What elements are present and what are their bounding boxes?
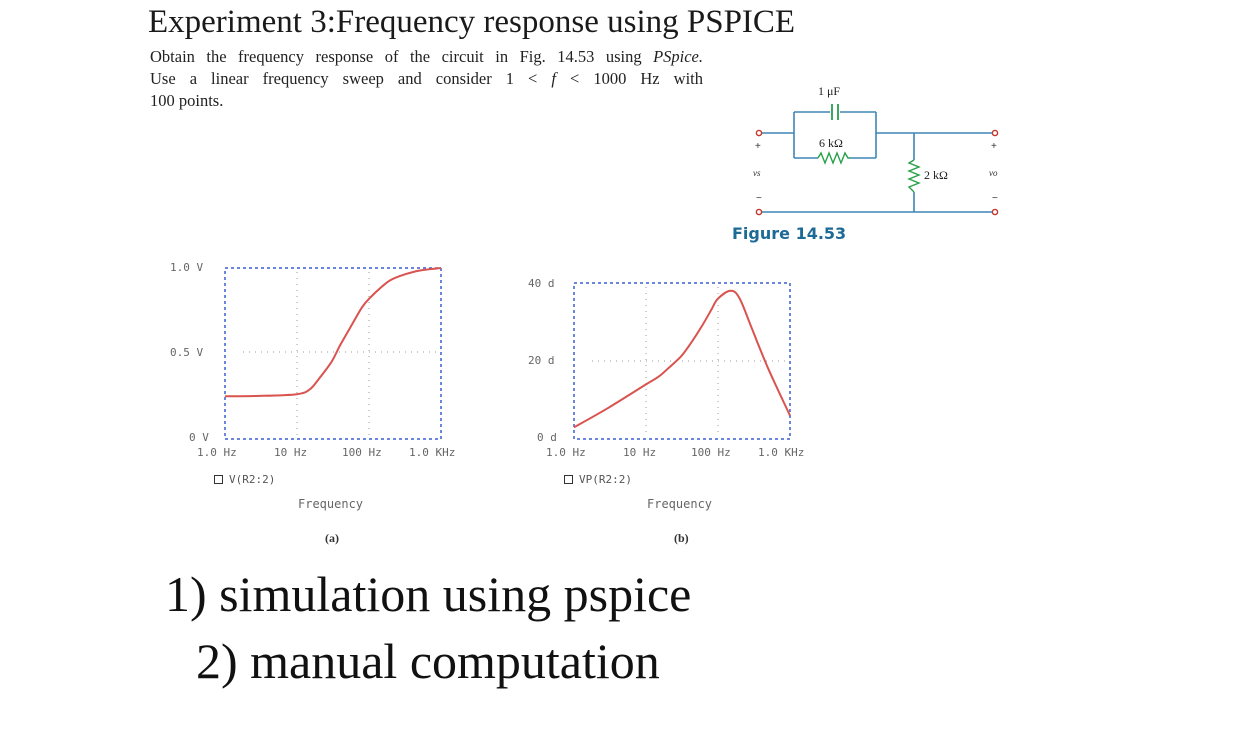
figure-caption: Figure 14.53 <box>732 224 847 243</box>
plot-b-sublabel: (b) <box>674 531 689 545</box>
page-title: Experiment 3:Frequency response using PS… <box>148 4 796 40</box>
resistor-2k <box>907 159 921 193</box>
plot-b-xtick-3: 100 Hz <box>691 446 731 459</box>
problem-statement: Obtain the frequency response of the cir… <box>150 46 710 112</box>
series-line-b-0 <box>573 289 791 429</box>
plot-b-xtick-2: 10 Hz <box>623 446 657 459</box>
input-voltage-label: vs <box>753 168 761 178</box>
plot-b-legend: VP(R2:2) <box>564 473 632 486</box>
task-2: 2) manual computation <box>196 633 660 689</box>
task-1: 1) simulation using pspice <box>165 566 692 622</box>
plot-b-xtick-1: 1.0 Hz <box>546 446 586 459</box>
plot-a-xlabel: Frequency <box>298 497 364 511</box>
shunt-resistor-label: 2 kΩ <box>924 168 948 182</box>
plot-a-xtick-2: 10 Hz <box>274 446 308 459</box>
plot-b-xlabel: Frequency <box>647 497 713 511</box>
input-plus-sign: + <box>755 141 761 152</box>
plot-a-ytick-3: 0 V <box>189 431 209 444</box>
plot-b-xtick-4: 1.0 KHz <box>758 446 805 459</box>
plot-a-xtick-4: 1.0 KHz <box>409 446 456 459</box>
resistor-6k <box>817 151 850 165</box>
capacitor-label: 1 μF <box>818 84 841 98</box>
series-line-a-0 <box>224 267 442 398</box>
plot-a-xtick-3: 100 Hz <box>342 446 382 459</box>
problem-line-1: Obtain the frequency response of the cir… <box>150 47 703 66</box>
plot-a-sublabel: (a) <box>325 531 339 545</box>
output-minus-sign: − <box>992 193 998 204</box>
plot-a-legend: V(R2:2) <box>214 473 275 486</box>
plot-a-xtick-1: 1.0 Hz <box>197 446 237 459</box>
legend-square-icon <box>564 474 573 484</box>
problem-line-2: Use a linear frequency sweep and conside… <box>150 69 704 88</box>
problem-line-3: 100 points. <box>150 91 224 110</box>
plot-b-ytick-1: 40 d <box>528 277 555 290</box>
plot-b-ytick-2: 20 d <box>528 354 555 367</box>
input-minus-sign: − <box>756 193 762 204</box>
output-voltage-label: vo <box>989 168 998 178</box>
output-plus-sign: + <box>991 141 997 152</box>
plot-a-ytick-2: 0.5 V <box>170 346 204 359</box>
plot-b-ytick-3: 0 d <box>537 431 557 444</box>
series-resistor-label: 6 kΩ <box>819 136 843 150</box>
legend-square-icon <box>214 474 223 484</box>
plot-a-ytick-1: 1.0 V <box>170 261 204 274</box>
